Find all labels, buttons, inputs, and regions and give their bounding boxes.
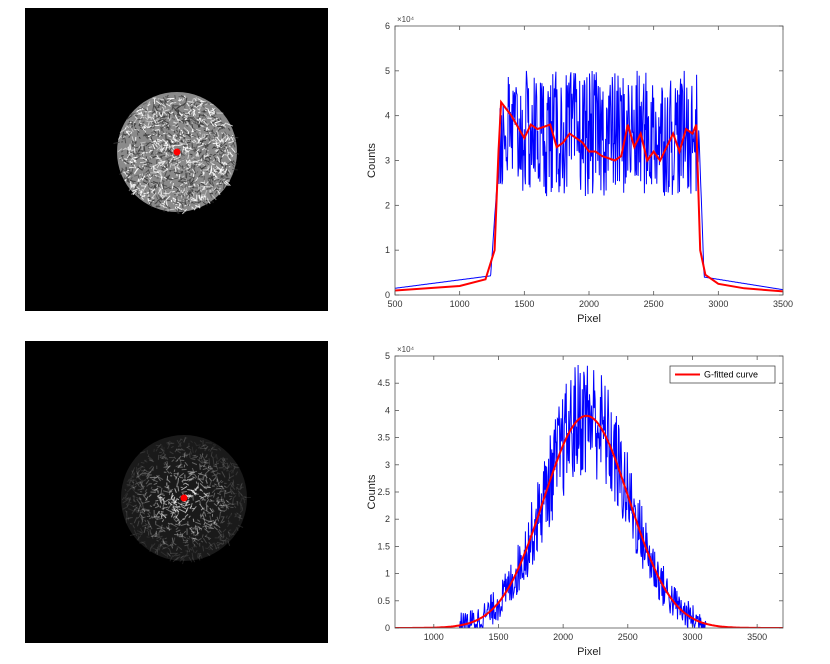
speckle-pattern [113,92,240,215]
y-tick-label: 6 [385,21,390,31]
x-tick-label: 2000 [579,299,599,309]
y-exponent-label: ×10⁴ [397,15,415,24]
y-axis-label: Counts [366,474,378,509]
y-tick-label: 0.5 [377,596,390,606]
x-tick-label: 1000 [424,632,444,642]
y-tick-label: 4.5 [377,378,390,388]
x-tick-label: 2500 [644,299,664,309]
x-tick-label: 3000 [708,299,728,309]
x-tick-label: 1500 [514,299,534,309]
speckle-image-top [25,8,328,311]
x-tick-label: 3000 [682,632,702,642]
x-tick-label: 1500 [488,632,508,642]
y-tick-label: 2 [385,514,390,524]
legend-box [669,365,776,384]
legend-label: G-fitted curve [704,370,758,380]
y-tick-label: 4 [385,111,390,121]
y-tick-label: 0 [385,623,390,633]
center-marker [180,494,188,502]
y-axis-label: Counts [366,143,378,178]
y-tick-label: 1 [385,569,390,579]
y-tick-label: 0 [385,290,390,300]
fit-series-line [395,99,783,293]
x-tick-label: 3500 [773,299,793,309]
y-tick-label: 3.5 [377,433,390,443]
y-tick-label: 2.5 [377,487,390,497]
x-tick-label: 2000 [553,632,573,642]
fit-series-line [395,414,783,628]
x-tick-label: 2500 [618,632,638,642]
y-tick-label: 2 [385,200,390,210]
chart-top-svg: 500 1000 1500 2000 2500 3000 3500 0 1 2 3 4 5 6 ×10⁴ Pi… [366,15,793,325]
x-tick-label: 3500 [747,632,767,642]
y-tick-label: 1.5 [377,541,390,551]
chart-bottom: 1000 1500 2000 2500 3000 3500 0 0.5 1 1.5 2 2.5 3 3.5… [355,340,795,664]
speckle-image-top-canvas [113,92,240,215]
y-tick-label: 1 [385,245,390,255]
chart-bottom-svg: 1000 1500 2000 2500 3000 3500 0 0.5 1 1.5 2 2.5 3 3.5… [366,345,784,658]
y-tick-label: 5 [385,351,390,361]
x-axis-label: Pixel [577,646,601,658]
y-tick-label: 3 [385,156,390,166]
x-axis-label: Pixel [577,313,601,325]
y-exponent-label: ×10⁴ [397,345,415,354]
x-tick-label: 1000 [450,299,470,309]
legend: G-fitted curve [669,365,776,384]
y-tick-label: 4 [385,405,390,415]
speckle-image-bottom [25,341,328,643]
y-tick-label: 3 [385,460,390,470]
raw-series-line [395,70,783,291]
chart-top: 500 1000 1500 2000 2500 3000 3500 0 1 2 3 4 5 6 ×10⁴ Pi… [355,8,795,333]
speckle-image-bottom-canvas [121,435,251,565]
center-marker [173,148,181,156]
y-tick-label: 5 [385,66,390,76]
x-tick-label: 500 [387,299,402,309]
